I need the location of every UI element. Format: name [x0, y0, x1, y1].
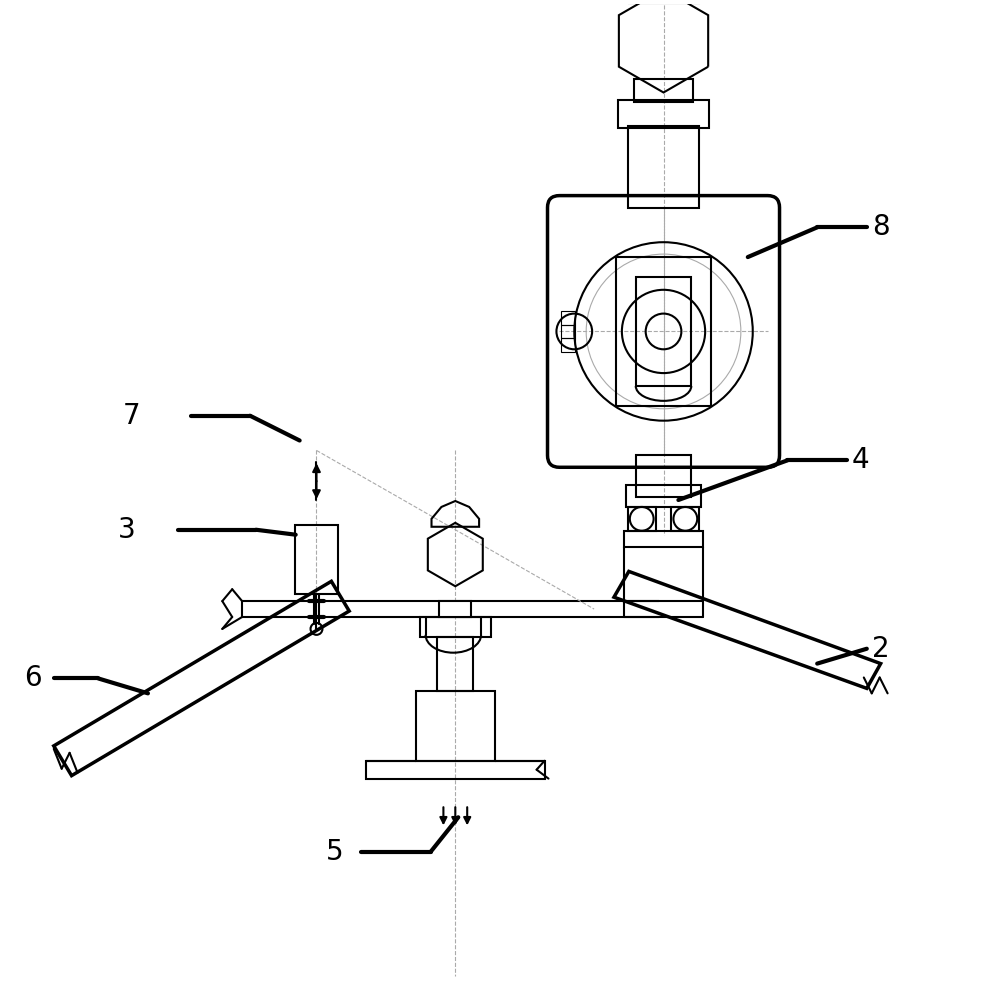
- Bar: [624, 531, 703, 547]
- Bar: [616, 257, 711, 406]
- Bar: [366, 761, 545, 779]
- Bar: [627, 507, 656, 531]
- Text: 2: 2: [872, 635, 890, 663]
- Bar: [437, 637, 473, 691]
- Text: 8: 8: [872, 213, 890, 241]
- Bar: [672, 507, 699, 531]
- Bar: [562, 338, 575, 352]
- Bar: [295, 525, 339, 594]
- Bar: [618, 100, 709, 128]
- Bar: [635, 455, 691, 497]
- Bar: [627, 126, 699, 208]
- Text: 6: 6: [24, 664, 41, 692]
- Text: 7: 7: [123, 402, 140, 430]
- Bar: [415, 691, 495, 761]
- Text: 3: 3: [118, 516, 136, 544]
- Text: 4: 4: [852, 446, 869, 474]
- Bar: [439, 601, 471, 617]
- Bar: [626, 485, 701, 507]
- Bar: [562, 311, 575, 325]
- Bar: [635, 277, 691, 386]
- Text: 5: 5: [326, 838, 344, 866]
- Bar: [419, 617, 491, 637]
- Bar: [562, 325, 575, 338]
- Bar: [633, 79, 693, 102]
